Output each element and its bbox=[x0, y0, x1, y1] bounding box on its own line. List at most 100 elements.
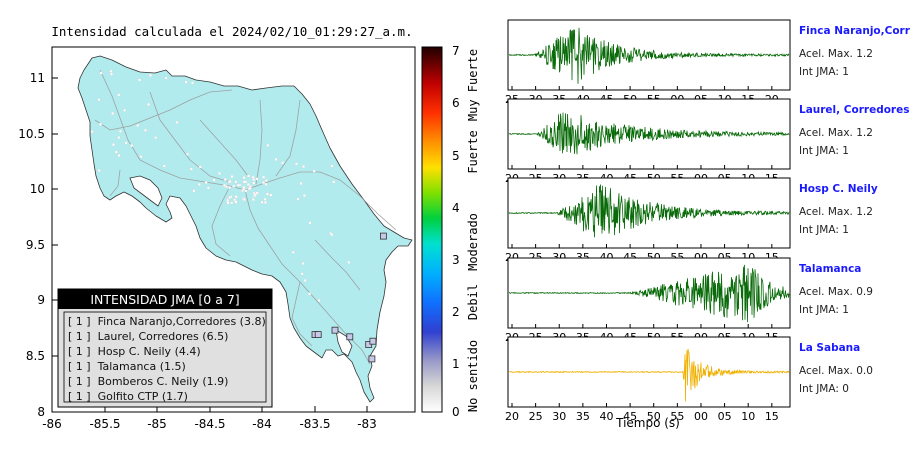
waveform-station-name: Laurel, Corredores bbox=[799, 104, 909, 116]
legend-title: INTENSIDAD JMA [0 a 7] bbox=[90, 292, 239, 307]
town-dot bbox=[247, 174, 250, 178]
waveform-int-jma: Int JMA: 1 bbox=[799, 224, 849, 236]
town-dot bbox=[317, 299, 321, 302]
town-dot bbox=[274, 158, 278, 161]
town-dot bbox=[252, 178, 256, 181]
waveform-tick-label: 15 bbox=[765, 410, 779, 423]
x-tick-label: -86 bbox=[42, 417, 62, 431]
town-dot bbox=[302, 165, 305, 168]
town-dot bbox=[226, 201, 230, 205]
town-dot bbox=[212, 178, 216, 182]
town-dot bbox=[207, 186, 210, 190]
nicoya-gulf bbox=[129, 175, 163, 207]
town-dot bbox=[295, 162, 298, 166]
colorbar-label: No sentido bbox=[466, 340, 480, 412]
legend-item: [ 1 ] Hosp C. Neily (4.4) bbox=[68, 345, 201, 358]
town-dot bbox=[117, 93, 121, 97]
waveform-accel-max: Acel. Max. 1.2 bbox=[799, 48, 873, 60]
colorbar-label: Moderado bbox=[466, 213, 480, 271]
town-dot bbox=[189, 167, 193, 171]
waveform-tick-label: 30 bbox=[552, 410, 566, 423]
town-dot bbox=[119, 129, 122, 133]
waveform-station-name: Talamanca bbox=[799, 263, 861, 275]
town-dot bbox=[347, 261, 351, 264]
waveform-tick-label: 40 bbox=[599, 410, 613, 423]
waveform-int-jma: Int JMA: 1 bbox=[799, 66, 849, 78]
intensity-legend: INTENSIDAD JMA [0 a 7] [ 1 ] Finca Naran… bbox=[57, 288, 273, 408]
legend-item: [ 1 ] Bomberos C. Neily (1.9) bbox=[68, 375, 228, 388]
waveform-accel-max: Acel. Max. 1.2 bbox=[799, 206, 873, 218]
town-dot bbox=[330, 164, 334, 168]
town-dot bbox=[228, 180, 232, 183]
town-dot bbox=[234, 200, 238, 204]
town-dot bbox=[197, 183, 201, 186]
town-dot bbox=[255, 177, 259, 181]
town-dot bbox=[308, 221, 312, 225]
town-dots bbox=[90, 69, 351, 302]
town-dot bbox=[138, 78, 141, 82]
waveform-tick-label: 35 bbox=[576, 410, 590, 423]
town-dot bbox=[252, 181, 256, 185]
town-dot bbox=[130, 144, 134, 147]
town-dot bbox=[97, 169, 101, 172]
waveform-panel: 202530354045505500051015Laurel, Corredor… bbox=[505, 98, 909, 185]
town-dot bbox=[124, 141, 128, 145]
waveform-xlabel: Tiempo (s) bbox=[615, 416, 680, 430]
legend-header bbox=[58, 289, 272, 309]
colorbar-tick: 6 bbox=[452, 96, 460, 110]
town-dot bbox=[301, 262, 305, 265]
town-dot bbox=[300, 272, 304, 276]
town-dot bbox=[262, 175, 265, 179]
town-dot bbox=[184, 80, 188, 84]
x-tick-label: -85 bbox=[147, 417, 167, 431]
colorbar-tick: 5 bbox=[452, 149, 460, 163]
waveform-accel-max: Acel. Max. 0.9 bbox=[799, 286, 873, 298]
waveform-panel: 20 25 30 35 40 45 50 55 00 05 10 15 La Sabana Acel. M… bbox=[505, 336, 873, 423]
waveform-panels: 25 30 35 40 45 50 55 00 05 10 15 20 Finca Naranjo,Co… bbox=[505, 19, 910, 423]
golfo-dulce bbox=[335, 329, 353, 357]
colorbar-tick: 2 bbox=[452, 305, 460, 319]
town-dot bbox=[99, 122, 102, 126]
y-tick-label: 9.5 bbox=[26, 238, 45, 252]
y-tick-label: 10 bbox=[30, 182, 45, 196]
town-dot bbox=[198, 165, 202, 169]
waveform-tick-label: 00 bbox=[694, 410, 708, 423]
town-dot bbox=[110, 72, 113, 76]
map-title: Intensidad calculada el 2024/02/10_01:29… bbox=[51, 24, 412, 39]
town-dot bbox=[218, 172, 221, 175]
town-dot bbox=[242, 186, 246, 189]
town-dot bbox=[175, 120, 179, 124]
map-frame bbox=[51, 46, 416, 413]
town-dot bbox=[144, 128, 147, 132]
town-dot bbox=[260, 200, 264, 204]
town-dot bbox=[246, 183, 250, 186]
town-dot bbox=[263, 197, 267, 201]
y-tick-label: 10.5 bbox=[18, 127, 45, 141]
town-dot bbox=[186, 152, 189, 156]
station-marker bbox=[346, 333, 354, 341]
town-dot bbox=[234, 180, 238, 184]
legend-item: [ 1 ] Laurel, Corredores (6.5) bbox=[68, 330, 228, 343]
town-dot bbox=[136, 124, 140, 127]
town-dot bbox=[147, 103, 150, 106]
town-dot bbox=[308, 292, 311, 296]
x-tick-label: -83 bbox=[357, 417, 377, 431]
waveform-tick-label: 50 bbox=[647, 410, 661, 423]
town-dot bbox=[228, 186, 231, 189]
town-dot bbox=[264, 179, 268, 182]
colorbar-tick: 3 bbox=[452, 253, 460, 267]
station-marker bbox=[379, 232, 387, 240]
town-dot bbox=[154, 136, 158, 140]
waveform-accel-max: Acel. Max. 1.2 bbox=[799, 127, 873, 139]
town-dot bbox=[251, 198, 255, 201]
colorbar-label: Fuerte bbox=[466, 130, 480, 173]
town-dot bbox=[303, 279, 307, 282]
map-x-axis: -86 -85.5 -85 -84.5 -84 -83.5 -83 bbox=[42, 406, 377, 431]
town-dot bbox=[112, 143, 115, 146]
colorbar-tick: 7 bbox=[452, 44, 460, 58]
y-tick-label: 8.5 bbox=[26, 349, 45, 363]
town-dot bbox=[330, 233, 334, 237]
town-dot bbox=[251, 175, 255, 179]
town-dot bbox=[264, 182, 268, 186]
